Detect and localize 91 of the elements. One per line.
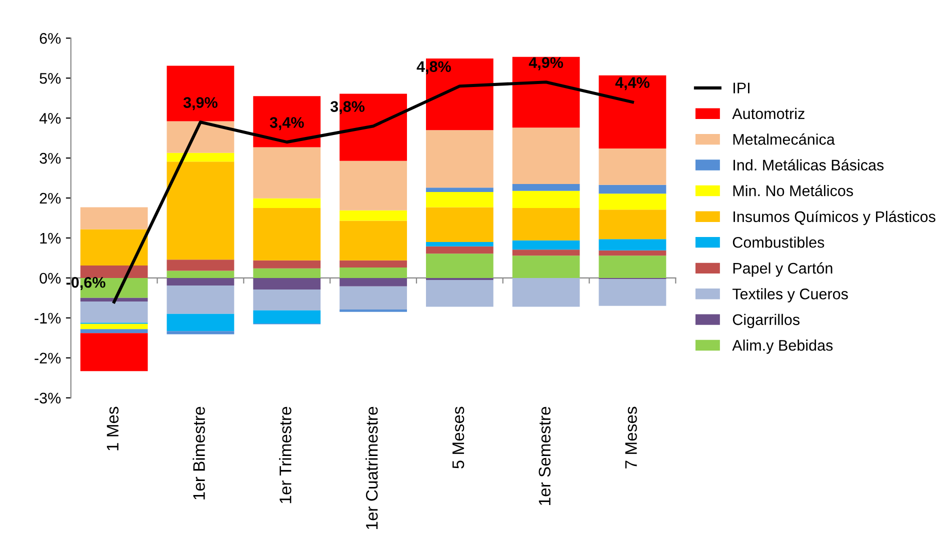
bar (80, 207, 148, 230)
bar (166, 331, 234, 334)
y-tick-label: 0% (40, 272, 61, 284)
y-tick-label: 3% (40, 152, 61, 164)
legend-label: Alim.y Bebidas (732, 340, 833, 354)
x-tick-label: 1 Mes (106, 406, 119, 450)
legend-label: Textiles y Cueros (732, 288, 848, 302)
bar (512, 190, 580, 208)
bar (426, 188, 494, 192)
y-tick-label: 2% (40, 192, 61, 204)
data-label: 4,9% (528, 57, 564, 70)
x-tick-label: 1er Bimestre (192, 406, 205, 500)
y-tick-label: 1% (40, 232, 61, 244)
bar (80, 329, 148, 334)
bar (340, 160, 407, 210)
bar (80, 324, 148, 330)
bar (80, 302, 148, 323)
bar (426, 280, 494, 307)
y-tick-label: 6% (40, 33, 61, 44)
legend-label: Automotriz (732, 108, 804, 120)
bar (512, 208, 580, 240)
bar (166, 286, 234, 314)
x-tick-label: 5 Meses (452, 406, 464, 468)
bar (253, 278, 321, 290)
bar (166, 152, 234, 162)
x-tick-label: 1er Trimestre (279, 406, 292, 504)
bar (166, 314, 234, 332)
bar (426, 242, 494, 246)
bar (253, 96, 321, 148)
data-label: 4,4% (615, 77, 650, 90)
legend-label: IPI (734, 82, 750, 94)
legend-label: Papel y Cartón (733, 262, 832, 277)
bar (340, 210, 407, 221)
bar (512, 56, 580, 128)
bar (340, 220, 407, 260)
bar (340, 286, 407, 310)
bar (598, 210, 666, 240)
bar (253, 310, 321, 324)
y-tick-label: -3% (34, 392, 61, 404)
bar (166, 270, 234, 278)
bar (426, 246, 494, 254)
bar (512, 256, 580, 278)
y-tick-label: -1% (34, 312, 61, 324)
bar (80, 298, 148, 302)
bar (426, 130, 494, 188)
bar (80, 266, 148, 278)
data-label: 3,4% (270, 117, 304, 130)
bar (598, 239, 666, 250)
x-tick-label: 1er Semestre (538, 406, 551, 505)
bar (340, 260, 407, 268)
bar (426, 192, 494, 208)
x-tick-label: 7 Meses (625, 406, 637, 468)
legend-label: Metalmecánica (733, 133, 835, 145)
bar (426, 254, 494, 278)
legend-label: Insumos Químicos y Plásticos (734, 210, 936, 226)
bar (512, 184, 580, 191)
bar (166, 66, 234, 122)
bar (512, 278, 580, 307)
bar (598, 75, 666, 148)
y-tick-label: -2% (34, 352, 61, 364)
bar (598, 279, 666, 306)
bar (598, 194, 666, 210)
bar (253, 198, 321, 208)
bar (253, 260, 321, 268)
legend-label: Min. No Metálicos (733, 184, 853, 196)
legend-label: Combustibles (732, 236, 824, 248)
bar (598, 256, 666, 278)
bar (512, 250, 580, 256)
bar (598, 250, 666, 256)
y-tick-label: 5% (40, 73, 61, 84)
bar (598, 148, 666, 185)
bar (253, 268, 321, 278)
bar (166, 162, 234, 260)
bar (426, 207, 494, 242)
y-tick-label: 4% (39, 113, 61, 124)
x-tick-label: 1er Cuatrimestre (366, 406, 378, 530)
legend-label: Ind. Metálicas Básicas (734, 159, 884, 171)
bar (166, 260, 234, 271)
bar (253, 290, 321, 310)
legend-label: Cigarrillos (732, 314, 800, 328)
bar (340, 268, 407, 278)
bar (253, 147, 321, 198)
data-label: 3,9% (183, 97, 218, 110)
bar (80, 333, 148, 372)
bar (166, 278, 234, 286)
bar (598, 184, 666, 194)
bar (80, 229, 148, 266)
bar (253, 208, 321, 260)
bar (512, 240, 580, 250)
bar (340, 278, 407, 286)
bar (512, 128, 580, 184)
